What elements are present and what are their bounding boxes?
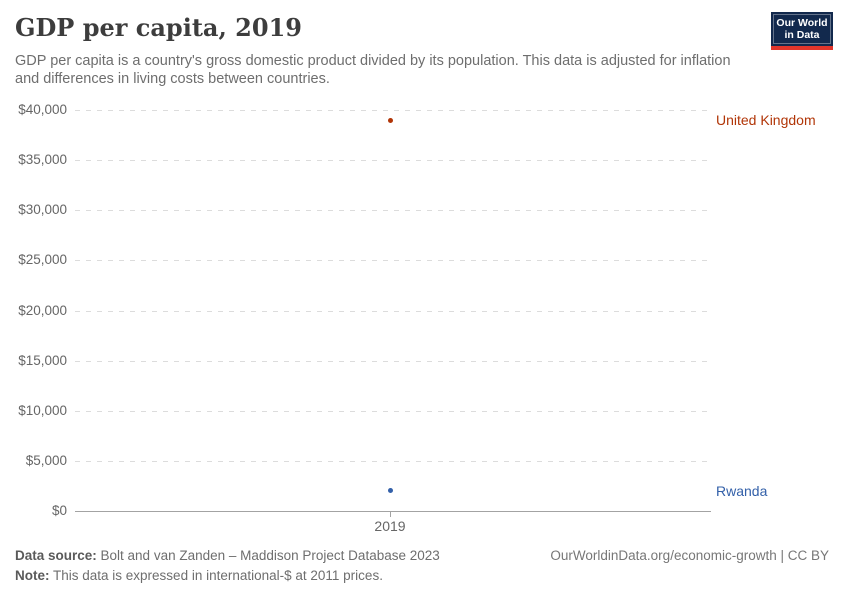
y-axis-tick-label: $15,000 bbox=[18, 352, 67, 368]
footer-datasource: Data source: Bolt and van Zanden – Maddi… bbox=[15, 548, 440, 563]
owid-logo[interactable]: Our World in Data bbox=[771, 12, 833, 50]
gridline bbox=[75, 110, 710, 111]
x-axis-line bbox=[75, 511, 711, 512]
data-point-united-kingdom[interactable] bbox=[387, 117, 393, 123]
gridline bbox=[75, 410, 710, 412]
gridline bbox=[75, 310, 710, 312]
chart-subtitle: GDP per capita is a country's gross dome… bbox=[15, 53, 731, 87]
owid-logo-text: Our World in Data bbox=[773, 14, 831, 44]
y-axis-tick-label: $10,000 bbox=[18, 402, 67, 418]
chart-title: GDP per capita, 2019 bbox=[15, 13, 302, 42]
gridline bbox=[75, 160, 710, 162]
x-axis-tick bbox=[390, 511, 391, 517]
y-axis-tick-label: $35,000 bbox=[18, 152, 67, 168]
datasource-text: Bolt and van Zanden – Maddison Project D… bbox=[96, 548, 440, 563]
y-axis-tick-label: $5,000 bbox=[25, 452, 67, 468]
note-text: This data is expressed in international-… bbox=[49, 568, 383, 583]
series-label-rwanda[interactable]: Rwanda bbox=[716, 482, 768, 499]
data-point-rwanda[interactable] bbox=[387, 488, 393, 494]
gridline bbox=[75, 360, 710, 362]
y-axis-tick-label: $40,000 bbox=[18, 102, 67, 117]
y-axis-tick-label: $30,000 bbox=[18, 202, 67, 218]
y-axis-tick-label: $0 bbox=[51, 503, 67, 518]
footer-note: Note: This data is expressed in internat… bbox=[15, 568, 383, 583]
series-label-united-kingdom[interactable]: United Kingdom bbox=[716, 112, 816, 129]
x-axis-tick-label: 2019 bbox=[374, 518, 406, 534]
y-axis-tick-label: $25,000 bbox=[18, 252, 67, 268]
logo-red-bar bbox=[771, 46, 833, 50]
gridline bbox=[75, 260, 710, 262]
y-axis-tick-label: $20,000 bbox=[18, 302, 67, 318]
note-label: Note: bbox=[15, 568, 50, 583]
gridline bbox=[75, 210, 710, 212]
datasource-label: Data source: bbox=[15, 548, 97, 563]
owid-url-link[interactable]: OurWorldinData.org/economic-growth | CC … bbox=[550, 548, 829, 563]
gridline bbox=[75, 460, 710, 462]
